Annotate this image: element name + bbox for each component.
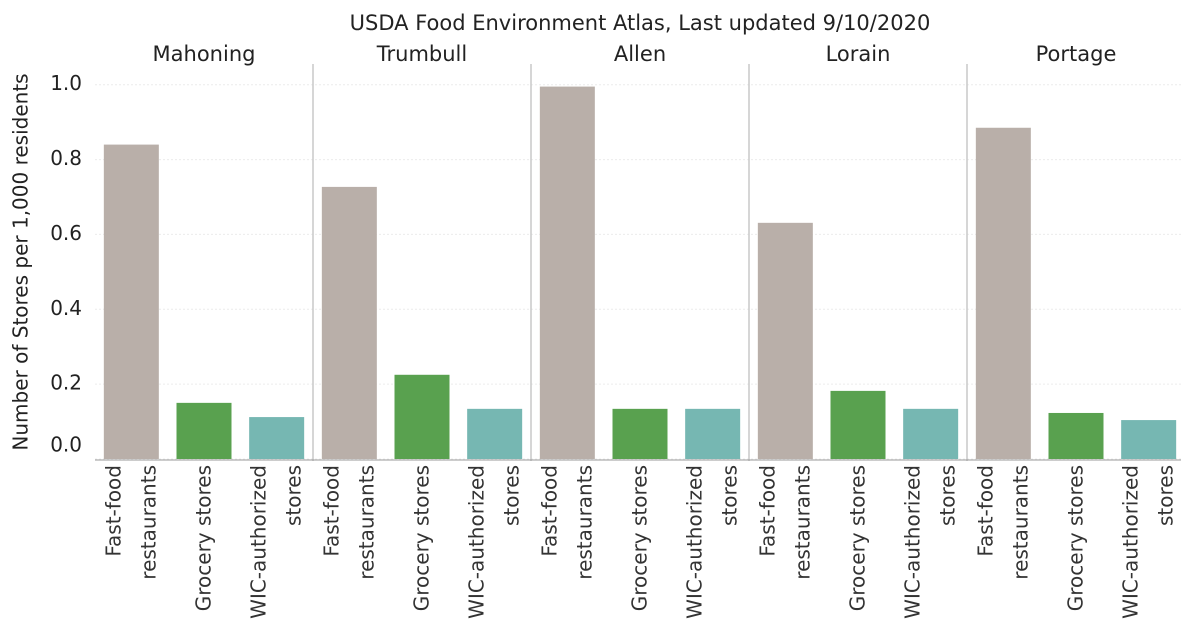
y-tick-label: 0.8 [50, 146, 82, 170]
x-tick-label: Fast-food restaurants [101, 465, 161, 580]
x-tick-label: WIC-authorized stores [1118, 465, 1178, 619]
panel-title: Trumbull [376, 42, 467, 66]
x-tick-label: WIC-authorized stores [246, 465, 306, 619]
y-tick-label: 0.0 [50, 433, 82, 457]
bar [685, 408, 741, 459]
y-tick-label: 0.6 [50, 221, 82, 245]
chart-title: USDA Food Environment Atlas, Last update… [350, 11, 931, 35]
y-tick-label: 1.0 [50, 71, 82, 95]
bar [249, 417, 305, 459]
panel-title: Lorain [826, 42, 891, 66]
y-tick-label: 0.4 [50, 296, 82, 320]
bar [321, 186, 377, 459]
bar [176, 402, 232, 459]
bar [467, 408, 523, 459]
bar [1121, 420, 1177, 459]
panel-title: Portage [1036, 42, 1117, 66]
x-tick-label: Grocery stores [845, 465, 870, 612]
bar [539, 86, 595, 459]
x-tick-label: WIC-authorized stores [900, 465, 960, 619]
bar [830, 390, 886, 459]
y-tick-label: 0.2 [50, 371, 82, 395]
x-tick-label: WIC-authorized stores [682, 465, 742, 619]
panel-title: Mahoning [153, 42, 256, 66]
x-tick-label: Fast-food restaurants [755, 465, 815, 580]
x-tick-label: Grocery stores [191, 465, 216, 612]
bar [757, 222, 813, 459]
x-tick-label: Fast-food restaurants [537, 465, 597, 580]
bar [612, 408, 668, 459]
y-axis-label: Number of Stores per 1,000 residents [9, 73, 33, 450]
x-tick-label: Fast-food restaurants [973, 465, 1033, 580]
x-tick-label: Fast-food restaurants [319, 465, 379, 580]
bar [394, 374, 450, 459]
bar [903, 408, 959, 459]
bar [975, 127, 1031, 459]
bar [103, 144, 159, 459]
x-tick-label: Grocery stores [627, 465, 652, 612]
bar [1048, 412, 1104, 459]
x-tick-label: Grocery stores [409, 465, 434, 612]
panel-title: Allen [614, 42, 666, 66]
x-tick-label: Grocery stores [1063, 465, 1088, 612]
x-tick-label: WIC-authorized stores [464, 465, 524, 619]
